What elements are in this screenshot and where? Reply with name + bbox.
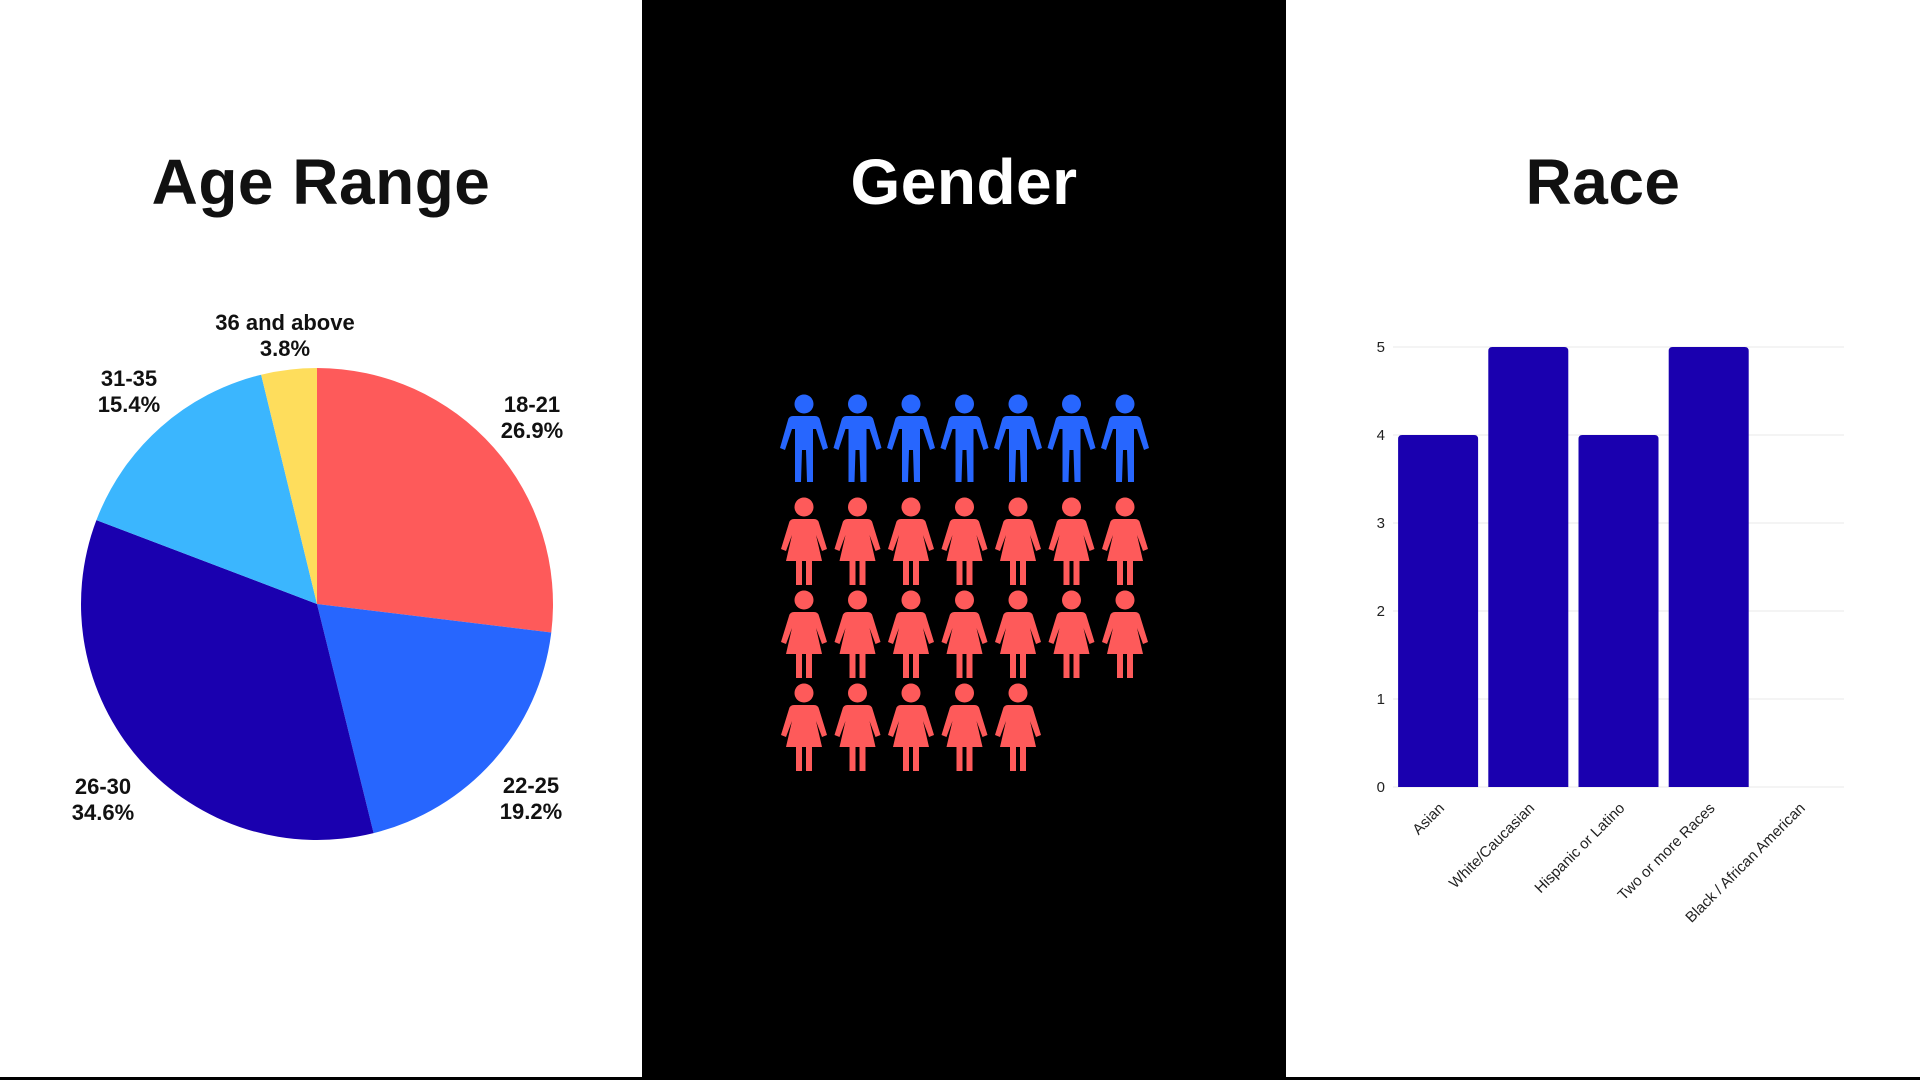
- female-person-icon: [995, 590, 1041, 678]
- age-range-title: Age Range: [151, 146, 491, 218]
- female-person-icon: [1048, 497, 1095, 585]
- pie-slice-26-30: [81, 520, 374, 840]
- y-tick-label: 5: [1377, 339, 1385, 356]
- female-person-icon: [1102, 497, 1148, 585]
- female-person-icon: [888, 590, 934, 678]
- male-person-icon: [1047, 394, 1096, 482]
- female-person-icon: [888, 497, 934, 585]
- bar-asian: [1398, 435, 1479, 787]
- female-person-icon: [781, 590, 827, 678]
- x-tick-label-hispanic-or-latino: Hispanic or Latino: [1531, 800, 1628, 897]
- gender-icon-grid: [780, 394, 1149, 771]
- y-tick-label: 2: [1377, 603, 1385, 620]
- female-person-icon: [995, 497, 1041, 585]
- female-person-icon: [834, 590, 881, 678]
- gender-panel: Gender: [642, 0, 1286, 1080]
- female-person-icon: [781, 683, 827, 771]
- female-person-icon: [941, 590, 988, 678]
- pie-value-31-35: 15.4%: [98, 392, 160, 417]
- female-person-icon: [834, 683, 881, 771]
- bar-hispanic-or-latino: [1578, 435, 1659, 787]
- pie-value-22-25: 19.2%: [500, 799, 562, 824]
- male-person-icon: [1101, 394, 1149, 482]
- pie-value-26-30: 34.6%: [72, 800, 134, 825]
- pie-label-26-30: 26-30: [75, 774, 131, 799]
- pie-slice-31-35: [96, 374, 318, 604]
- y-tick-label: 1: [1377, 691, 1385, 708]
- race-panel: Race 0 1 2 3 4 5 Asian White/Caucasian Hispanic …: [1286, 0, 1920, 1080]
- bar-white-caucasian: [1488, 347, 1569, 787]
- gender-title: Gender: [850, 146, 1078, 218]
- bottom-border: [0, 1077, 1920, 1080]
- male-person-icon: [887, 394, 935, 482]
- x-tick-label-asian: Asian: [1409, 800, 1448, 839]
- y-tick-label: 4: [1377, 427, 1385, 444]
- age-range-panel: Age Range 18-21 26.9% 22-25 19.2% 26-30 34.6%…: [0, 0, 642, 1080]
- female-person-icon: [834, 497, 881, 585]
- pie-slice-18-21: [317, 368, 553, 633]
- pie-label-18-21: 18-21: [504, 392, 560, 417]
- female-person-icon: [888, 683, 934, 771]
- female-person-icon: [941, 683, 988, 771]
- y-tick-label: 0: [1377, 779, 1385, 796]
- male-person-icon: [940, 394, 989, 482]
- x-tick-label-two-or-more-races: Two or more Races: [1615, 800, 1719, 904]
- bar-two-or-more-races: [1668, 347, 1749, 787]
- pie-slice-36-and-above: [261, 368, 317, 604]
- pie-value-36-and-above: 3.8%: [260, 336, 310, 361]
- female-person-icon: [1102, 590, 1148, 678]
- race-title: Race: [1525, 146, 1681, 218]
- pie-value-18-21: 26.9%: [501, 418, 563, 443]
- female-person-icon: [941, 497, 988, 585]
- male-person-icon: [780, 394, 828, 482]
- male-person-icon: [833, 394, 882, 482]
- pie-label-36-and-above: 36 and above: [215, 310, 354, 335]
- x-tick-label-white-caucasian: White/Caucasian: [1446, 800, 1538, 892]
- female-person-icon: [995, 683, 1041, 771]
- female-person-icon: [1048, 590, 1095, 678]
- pie-label-22-25: 22-25: [503, 773, 559, 798]
- pie-label-31-35: 31-35: [101, 366, 157, 391]
- pie-slice-22-25: [317, 604, 552, 834]
- female-person-icon: [781, 497, 827, 585]
- male-person-icon: [994, 394, 1042, 482]
- y-tick-label: 3: [1377, 515, 1385, 532]
